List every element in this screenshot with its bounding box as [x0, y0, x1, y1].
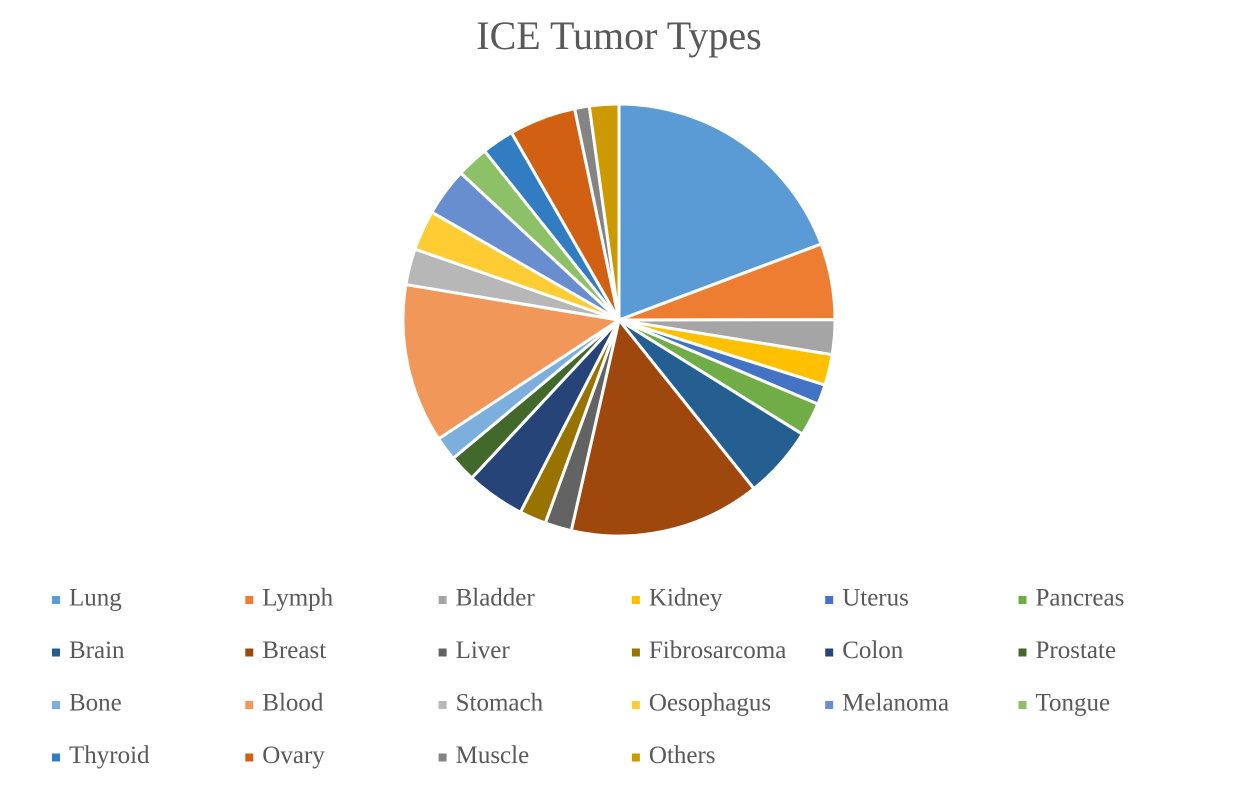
legend-label: Kidney — [649, 585, 723, 612]
chart-title: ICE Tumor Types — [476, 13, 761, 58]
legend-swatch — [1018, 648, 1027, 657]
legend-swatch — [438, 701, 447, 709]
legend-swatch — [631, 753, 640, 762]
pie-slice — [401, 282, 624, 441]
legend-label: Oesophagus — [649, 690, 771, 717]
legend-label: Prostate — [1036, 637, 1117, 664]
legend-swatch — [245, 753, 254, 762]
legend-swatch — [438, 753, 447, 762]
legend-label: Fibrosarcoma — [649, 637, 786, 664]
legend-swatch — [245, 648, 254, 657]
legend-swatch — [1018, 596, 1027, 604]
legend-swatch — [631, 648, 640, 657]
legend-label: Ovary — [262, 742, 325, 769]
pie-slice — [617, 102, 824, 323]
legend-swatch — [245, 701, 254, 709]
legend-label: Melanoma — [842, 690, 949, 717]
legend-label: Others — [649, 742, 716, 769]
legend-swatch — [1018, 701, 1027, 709]
legend-label: Breast — [262, 637, 326, 664]
legend-label: Tongue — [1036, 690, 1111, 717]
legend-label: Bone — [69, 690, 122, 717]
legend-label: Blood — [262, 690, 324, 717]
legend-label: Thyroid — [69, 742, 150, 769]
legend-swatch — [631, 596, 640, 604]
legend-swatch — [825, 596, 834, 604]
legend-swatch — [52, 753, 60, 762]
legend-swatch — [438, 648, 447, 657]
legend-swatch — [631, 701, 640, 709]
legend-label: Brain — [69, 637, 125, 664]
legend-label: Stomach — [456, 690, 544, 717]
pie-slice — [587, 102, 621, 321]
pie-slice — [569, 316, 757, 538]
legend-label: Lung — [69, 585, 122, 612]
legend-swatch — [52, 701, 60, 709]
legend-swatch — [245, 596, 254, 604]
legend-swatch — [825, 701, 834, 709]
legend-label: Bladder — [456, 585, 536, 612]
legend-label: Muscle — [456, 742, 530, 769]
legend-label: Liver — [456, 637, 511, 664]
legend-label: Pancreas — [1036, 585, 1125, 612]
legend-label: Lymph — [262, 585, 333, 612]
legend-swatch — [825, 648, 834, 657]
legend-swatch — [438, 596, 447, 604]
legend-label: Colon — [842, 637, 904, 664]
legend-swatch — [52, 648, 60, 657]
legend-label: Uterus — [842, 585, 909, 612]
legend-swatch — [52, 596, 60, 604]
